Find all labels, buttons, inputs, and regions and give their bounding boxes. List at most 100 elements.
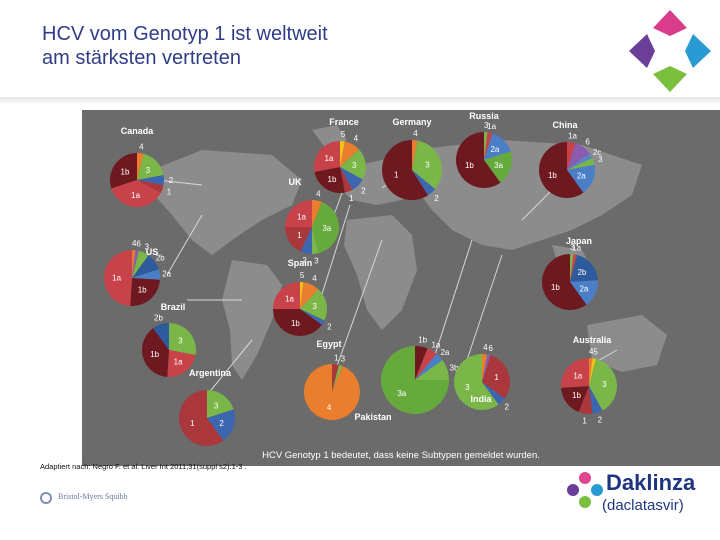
pie-slice-pakistan-3b bbox=[415, 360, 449, 380]
pie-slice-us-3 bbox=[132, 250, 149, 278]
slice-label-us-4: 4 bbox=[132, 239, 137, 248]
slice-label-canada-1: 1 bbox=[167, 188, 172, 197]
pie-slice-france-2 bbox=[340, 167, 363, 190]
corner-logo bbox=[629, 10, 711, 92]
slice-label-brazil-3: 3 bbox=[178, 337, 183, 346]
country-label-china: China bbox=[552, 120, 578, 130]
company-name: Bristol-Myers Squibb bbox=[58, 492, 128, 501]
slice-label-uk-1: 1 bbox=[297, 231, 302, 240]
country-label-australia: Australia bbox=[573, 335, 613, 345]
header-divider bbox=[0, 97, 720, 105]
slice-label-japan-2a: 2a bbox=[579, 285, 588, 294]
pie-slice-china-2c bbox=[567, 153, 593, 170]
pie-japan: 31a 2b 2a 1b bbox=[541, 243, 598, 310]
pie-slice-china-1a bbox=[567, 142, 576, 170]
pie-slice-brazil-1a bbox=[167, 350, 196, 378]
slice-label-china-2c: 2c bbox=[593, 148, 601, 157]
pie-germany: 4 3 2 1 bbox=[381, 129, 443, 203]
slice-label-france-3: 3 bbox=[352, 161, 357, 170]
pie-slice-australia-1 bbox=[578, 386, 593, 414]
slice-label-france-4: 4 bbox=[354, 134, 359, 143]
pie-slice-brazil-3 bbox=[169, 323, 196, 356]
slice-label-argentina-3: 3 bbox=[214, 402, 219, 411]
pie-slice-germany-1 bbox=[381, 140, 429, 200]
slice-label-germany-1: 1 bbox=[394, 171, 399, 180]
pie-slice-canada-2 bbox=[137, 174, 164, 186]
pie-slice-spain-1a bbox=[273, 282, 300, 309]
country-label-spain: Spain bbox=[288, 258, 313, 268]
country-label-india: India bbox=[470, 394, 492, 404]
pie-slice-china-1b bbox=[538, 142, 584, 198]
slice-label-china-6: 6 bbox=[585, 138, 590, 147]
pie-slice-pakistan-1b bbox=[415, 346, 428, 380]
slice-label-canada-4: 4 bbox=[139, 142, 144, 151]
pie-slice-egypt-4 bbox=[303, 364, 360, 420]
company-logo: Bristol-Myers Squibb bbox=[40, 489, 160, 507]
pie-slice-japan-2b bbox=[570, 254, 598, 282]
pie-slice-spain-1b bbox=[273, 309, 322, 336]
pie-slice-argentina-1 bbox=[178, 390, 224, 446]
slice-label-pakistan-2a: 2a bbox=[440, 348, 449, 357]
pie-slice-australia-2 bbox=[589, 386, 603, 414]
pie-slice-argentina-3 bbox=[207, 390, 234, 418]
pie-slice-australia-1b bbox=[561, 386, 589, 413]
pie-slice-japan-1a bbox=[570, 254, 577, 282]
slice-label-russia-2a: 2a bbox=[490, 145, 499, 154]
pie-slice-canada-1a bbox=[111, 180, 161, 208]
country-label-canada: Canada bbox=[121, 126, 155, 136]
slice-label-pakistan-1a: 1a bbox=[431, 341, 440, 350]
slice-label-france-1b: 1b bbox=[328, 175, 337, 184]
slice-label-japan-3: 3 bbox=[570, 243, 575, 252]
slice-label-australia-5: 5 bbox=[593, 348, 598, 357]
slice-label-russia-1a: 1a bbox=[487, 122, 496, 131]
pie-slice-france-1 bbox=[340, 167, 353, 193]
pie-slice-india-1 bbox=[482, 355, 510, 399]
pie-slice-china-2a bbox=[567, 164, 595, 193]
country-label-egypt: Egypt bbox=[316, 339, 341, 349]
country-label-japan: Japan bbox=[566, 236, 592, 246]
pie-slice-uk-3 bbox=[312, 227, 319, 254]
slice-label-pakistan-1b: 1b bbox=[418, 336, 427, 345]
pie-slice-russia-1a bbox=[484, 132, 493, 160]
pie-slice-france-1b bbox=[314, 167, 345, 194]
country-label-us: US bbox=[146, 247, 159, 257]
slice-label-australia-4: 4 bbox=[589, 347, 594, 356]
pie-egypt: 1 3 4 bbox=[303, 353, 360, 420]
slice-label-australia-1b: 1b bbox=[572, 391, 581, 400]
title-line-2: am stärksten vertreten bbox=[42, 47, 241, 69]
slice-label-brazil-1a: 1a bbox=[174, 358, 183, 367]
slice-label-spain-2: 2 bbox=[327, 322, 332, 331]
slice-label-china-3: 3 bbox=[598, 155, 603, 164]
pie-slice-france-4 bbox=[340, 141, 359, 167]
pie-slice-egypt-3 bbox=[332, 364, 343, 392]
slice-label-france-1a: 1a bbox=[325, 154, 334, 163]
country-label-pakistan: Pakistan bbox=[354, 412, 391, 422]
pie-slice-pakistan-3a bbox=[381, 346, 449, 414]
pie-slice-china-6 bbox=[567, 143, 590, 170]
slice-label-egypt-4: 4 bbox=[327, 403, 332, 412]
pie-slice-russia-1b bbox=[455, 132, 501, 188]
page-title: HCV vom Genotyp 1 ist weltweit am stärks… bbox=[42, 22, 328, 70]
map-caption: HCV Genotyp 1 bedeutet, dass keine Subty… bbox=[262, 450, 540, 461]
pie-slice-japan-1b bbox=[541, 254, 587, 310]
pie-slice-brazil-1b bbox=[142, 328, 169, 377]
pie-slice-canada-1 bbox=[137, 180, 164, 194]
pie-uk: 4 3a 32 1 1a bbox=[285, 190, 339, 266]
slice-label-india-2: 2 bbox=[504, 403, 509, 412]
pie-slice-spain-4 bbox=[300, 282, 319, 309]
pie-slice-brazil-2b bbox=[153, 323, 169, 350]
brand-name: Daklinza bbox=[606, 470, 696, 495]
pie-slice-spain-5 bbox=[300, 282, 304, 309]
pie-slice-france-1a bbox=[313, 141, 340, 172]
pie-slice-pakistan-1a bbox=[415, 348, 437, 380]
slice-label-india-6: 6 bbox=[488, 344, 493, 353]
pie-slice-germany-4 bbox=[412, 140, 418, 170]
slice-label-us-6: 6 bbox=[136, 240, 141, 249]
slice-label-australia-1: 1 bbox=[582, 417, 587, 426]
slice-label-pakistan-3a: 3a bbox=[397, 389, 406, 398]
slice-label-canada-1b: 1b bbox=[121, 167, 130, 176]
slice-label-india-1: 1 bbox=[494, 373, 499, 382]
slice-label-us-2b: 2b bbox=[156, 253, 165, 262]
pie-slice-canada-4 bbox=[137, 153, 144, 180]
